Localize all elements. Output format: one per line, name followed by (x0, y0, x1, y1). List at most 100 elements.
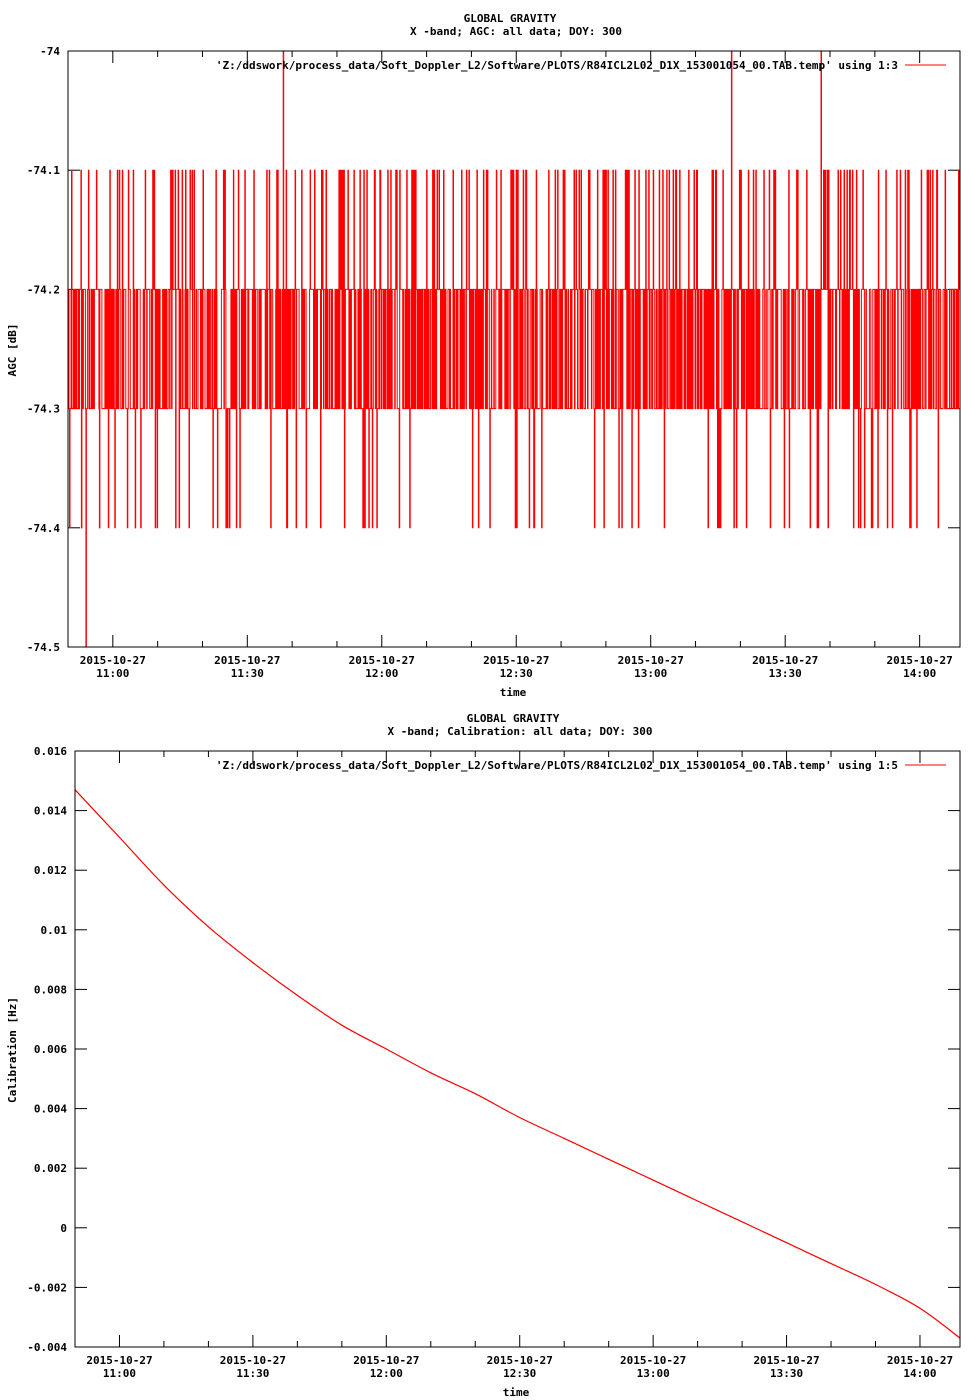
agc-x-tick-time: 13:30 (769, 667, 802, 680)
agc-x-tick-time: 14:00 (903, 667, 936, 680)
agc-y-axis-label: AGC [dB] (6, 324, 19, 377)
calibration-data-point (741, 1221, 743, 1223)
calibration-data-point (430, 1072, 432, 1074)
calibration-legend: 'Z:/ddswork/process_data/Soft_Doppler_L2… (216, 759, 946, 772)
agc-x-tick-time: 12:30 (500, 667, 533, 680)
calibration-x-tick-date: 2015-10-27 (86, 1354, 152, 1367)
agc-data-point (381, 288, 383, 290)
agc-data-point (515, 169, 517, 171)
agc-data-point (121, 408, 123, 410)
calibration-chart: GLOBAL GRAVITY X -band; Calibration: all… (6, 712, 961, 1399)
agc-x-tick-date: 2015-10-27 (349, 654, 415, 667)
agc-data-point (605, 169, 607, 171)
calibration-x-tick-date: 2015-10-27 (887, 1354, 953, 1367)
agc-data-point (470, 408, 473, 410)
agc-y-tick-label: -74 (40, 45, 60, 58)
agc-data-point (717, 288, 719, 290)
agc-x-tick-time: 11:00 (96, 667, 129, 680)
agc-series-line (68, 50, 960, 648)
agc-data-point (148, 288, 150, 290)
agc-data-point (784, 408, 786, 410)
calibration-data-point (252, 961, 254, 964)
calibration-y-tick-label: 0.016 (34, 745, 67, 758)
agc-chart-subtitle: X -band; AGC: all data; DOY: 300 (410, 25, 622, 38)
agc-chart-title: GLOBAL GRAVITY (464, 12, 557, 25)
agc-data-point (560, 288, 562, 290)
agc-data-point (851, 169, 854, 171)
agc-x-tick-time: 13:00 (634, 667, 667, 680)
agc-data-point (403, 408, 405, 410)
agc-data-point (336, 408, 338, 410)
agc-x-tick-time: 11:30 (231, 667, 264, 680)
agc-x-tick-date: 2015-10-27 (80, 654, 146, 667)
calibration-y-tick-label: 0.004 (34, 1103, 67, 1116)
agc-plot-frame (67, 50, 961, 648)
agc-data-point (650, 288, 652, 290)
agc-data-point (694, 408, 697, 410)
agc-data-point (103, 408, 105, 410)
agc-legend-label: 'Z:/ddswork/process_data/Soft_Doppler_L2… (216, 59, 898, 72)
agc-data-point (448, 288, 450, 290)
agc-y-tick-label: -74.3 (27, 403, 60, 416)
calibration-y-tick-label: 0.012 (34, 864, 67, 877)
calibration-x-tick-date: 2015-10-27 (753, 1354, 819, 1367)
calibration-data-point (919, 1307, 921, 1309)
calibration-plot-frame (74, 750, 961, 1348)
calibration-y-tick-label: -0.002 (27, 1281, 67, 1294)
agc-data-point (762, 288, 764, 290)
agc-x-tick-date: 2015-10-27 (214, 654, 280, 667)
agc-data-point (896, 288, 898, 290)
agc-x-tick-date: 2015-10-27 (887, 654, 953, 667)
calibration-x-tick-date: 2015-10-27 (220, 1354, 286, 1367)
agc-data-point (201, 408, 204, 410)
calibration-data-point (608, 1158, 610, 1160)
calibration-x-tick-time: 11:00 (103, 1367, 136, 1380)
agc-data-point (538, 408, 540, 410)
agc-x-tick-date: 2015-10-27 (483, 654, 549, 667)
agc-data-point (919, 288, 921, 290)
agc-data-point (246, 288, 248, 290)
agc-chart: GLOBAL GRAVITY X -band; AGC: all data; D… (6, 12, 961, 699)
agc-data-point (224, 169, 226, 171)
agc-data-point (80, 527, 83, 529)
agc-data-point (313, 169, 316, 171)
calibration-y-tick-label: 0.014 (34, 805, 67, 818)
agc-data-point (264, 408, 266, 410)
calibration-data-point (652, 1179, 654, 1181)
calibration-data-point (118, 836, 121, 839)
agc-data-point (98, 527, 100, 529)
calibration-y-tick-label: 0.01 (41, 924, 68, 937)
calibration-data-point (207, 926, 210, 928)
agc-legend: 'Z:/ddswork/process_data/Soft_Doppler_L2… (216, 59, 946, 72)
calibration-y-ticks: 0.016 0.014 0.012 0.01 0.008 0.006 0.004 0.002 0… (27, 745, 960, 1354)
agc-data-point (112, 288, 114, 290)
calibration-data-point (341, 1024, 343, 1026)
agc-data-point (739, 169, 741, 171)
agc-data-point (829, 288, 831, 290)
agc-data-point (672, 169, 674, 171)
calibration-y-tick-label: 0.002 (34, 1162, 67, 1175)
agc-x-tick-date: 2015-10-27 (618, 654, 684, 667)
calibration-x-tick-date: 2015-10-27 (620, 1354, 686, 1367)
agc-x-axis-label: time (500, 686, 527, 699)
calibration-data-point (563, 1137, 565, 1139)
agc-data-point (179, 288, 181, 290)
agc-data-point (358, 288, 360, 290)
calibration-chart-subtitle: X -band; Calibration: all data; DOY: 300 (388, 725, 653, 738)
calibration-x-tick-date: 2015-10-27 (353, 1354, 419, 1367)
calibration-y-tick-label: -0.004 (27, 1341, 67, 1354)
calibration-data-point (697, 1200, 699, 1202)
calibration-y-tick-label: 0.006 (34, 1043, 67, 1056)
agc-data-point (89, 408, 92, 410)
calibration-x-tick-time: 12:30 (503, 1367, 536, 1380)
calibration-data-point (830, 1262, 832, 1265)
agc-data-point (582, 288, 585, 290)
agc-data-point (291, 288, 293, 290)
agc-data-point (425, 169, 428, 171)
agc-y-tick-label: -74.2 (27, 283, 60, 296)
agc-data-point (806, 288, 809, 290)
calibration-data-point (474, 1093, 476, 1095)
calibration-data-point (163, 884, 165, 886)
